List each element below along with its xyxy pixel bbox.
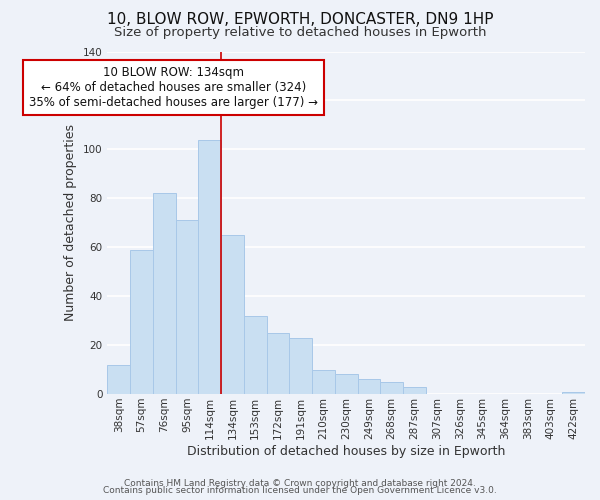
Text: Contains HM Land Registry data © Crown copyright and database right 2024.: Contains HM Land Registry data © Crown c… xyxy=(124,478,476,488)
Text: Size of property relative to detached houses in Epworth: Size of property relative to detached ho… xyxy=(114,26,486,39)
Bar xyxy=(130,250,153,394)
Bar xyxy=(244,316,266,394)
Text: 10, BLOW ROW, EPWORTH, DONCASTER, DN9 1HP: 10, BLOW ROW, EPWORTH, DONCASTER, DN9 1H… xyxy=(107,12,493,28)
Bar xyxy=(380,382,403,394)
Bar xyxy=(176,220,198,394)
Bar xyxy=(358,380,380,394)
Bar xyxy=(562,392,585,394)
Bar xyxy=(221,235,244,394)
Bar xyxy=(289,338,312,394)
Bar xyxy=(107,364,130,394)
Text: 10 BLOW ROW: 134sqm
← 64% of detached houses are smaller (324)
35% of semi-detac: 10 BLOW ROW: 134sqm ← 64% of detached ho… xyxy=(29,66,318,109)
Bar xyxy=(266,333,289,394)
Bar xyxy=(312,370,335,394)
X-axis label: Distribution of detached houses by size in Epworth: Distribution of detached houses by size … xyxy=(187,444,505,458)
Y-axis label: Number of detached properties: Number of detached properties xyxy=(64,124,77,322)
Text: Contains public sector information licensed under the Open Government Licence v3: Contains public sector information licen… xyxy=(103,486,497,495)
Bar xyxy=(403,386,426,394)
Bar xyxy=(335,374,358,394)
Bar xyxy=(153,194,176,394)
Bar xyxy=(198,140,221,394)
